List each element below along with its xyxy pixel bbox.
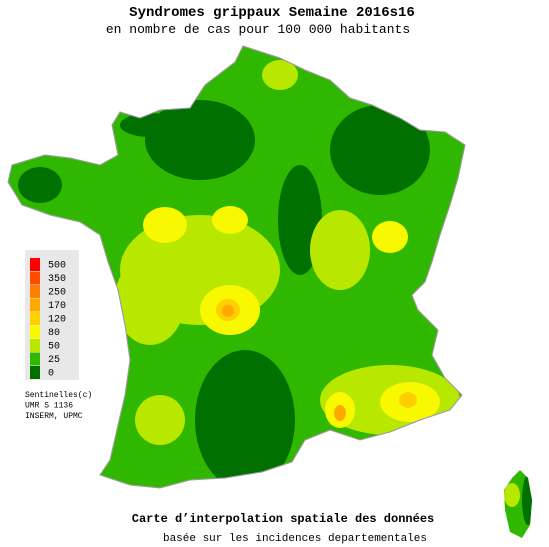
credit-line: Sentinelles(c) [25,391,92,400]
legend-label: 0 [48,369,54,380]
title: Syndromes grippaux Semaine 2016s16 [129,5,415,21]
legend-swatch [30,285,40,298]
footer-subtitle: basée sur les incidences departementales [163,533,427,545]
legend-label: 80 [48,328,60,339]
credit-line: UMR S 1136 [25,402,73,411]
legend-swatch [30,258,40,271]
legend-swatch [30,312,40,325]
legend-label: 25 [48,355,60,366]
legend-label: 50 [48,342,60,353]
legend-label: 170 [48,301,66,312]
credit-line: INSERM, UPMC [25,412,83,421]
legend-label: 350 [48,274,66,285]
legend-swatch [30,366,40,379]
legend-swatch [30,298,40,312]
legend-label: 250 [48,288,66,299]
legend-swatch [30,352,40,366]
legend-swatch [30,339,40,352]
legend-label: 500 [48,261,66,272]
footer-title: Carte d’interpolation spatiale des donné… [132,512,434,526]
legend-swatch [30,325,40,339]
corsica-map [504,470,532,538]
legend-label: 120 [48,315,66,326]
subtitle: en nombre de cas pour 100 000 habitants [106,22,410,37]
legend-swatch [30,271,40,285]
